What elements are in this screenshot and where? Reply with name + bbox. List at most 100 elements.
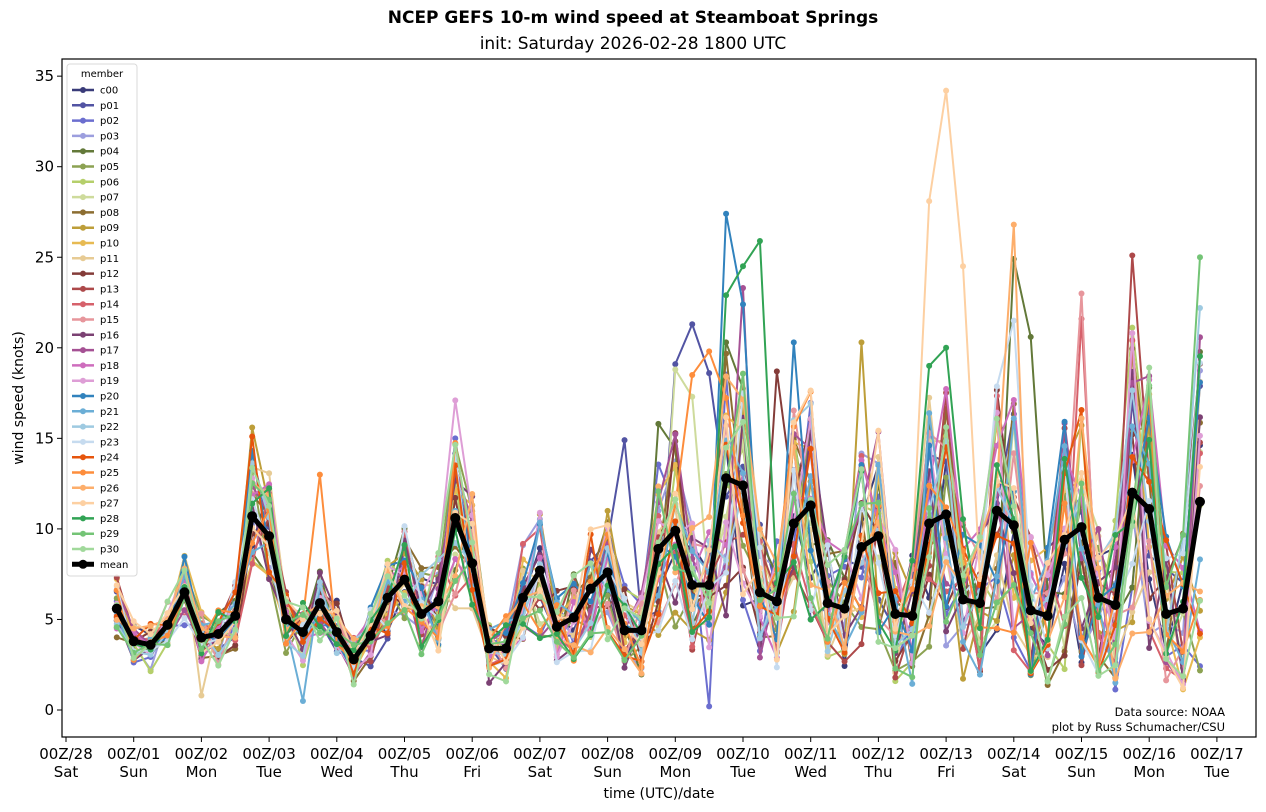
mean-point xyxy=(365,630,376,641)
data-point xyxy=(536,607,543,614)
data-point xyxy=(1078,653,1085,660)
data-point xyxy=(232,634,239,641)
data-point xyxy=(333,650,340,657)
data-point xyxy=(672,431,679,438)
data-point xyxy=(909,674,916,681)
data-point xyxy=(1196,556,1203,563)
chart-subtitle: init: Saturday 2026-02-28 1800 UTC xyxy=(479,34,787,54)
mean-point xyxy=(1127,487,1138,498)
data-point xyxy=(570,598,577,605)
legend-swatch-marker xyxy=(80,132,86,139)
data-point xyxy=(1078,480,1085,487)
data-point xyxy=(790,553,797,560)
legend-swatch-marker xyxy=(80,240,86,246)
legend-swatch-marker xyxy=(80,331,86,338)
data-point xyxy=(909,680,916,687)
mean-point xyxy=(534,565,545,576)
data-point xyxy=(723,210,730,217)
data-point xyxy=(283,649,290,656)
data-point xyxy=(926,505,933,512)
data-point xyxy=(316,615,323,622)
data-point xyxy=(1044,636,1051,643)
data-point xyxy=(452,494,459,501)
data-point xyxy=(993,625,1000,632)
x-tick-label: 00Z/02 xyxy=(175,745,229,763)
data-point xyxy=(740,512,746,519)
legend-label: c00 xyxy=(100,86,118,97)
data-point xyxy=(367,610,374,617)
data-point xyxy=(1027,620,1034,627)
data-point xyxy=(773,656,780,663)
data-point xyxy=(1095,613,1102,620)
mean-point xyxy=(467,558,478,569)
x-tick-label: 00Z/15 xyxy=(1055,745,1109,763)
data-point xyxy=(858,462,865,469)
y-axis: 0 5 10 15 20 25 30 35 xyxy=(35,67,62,719)
data-point xyxy=(198,692,205,699)
data-point xyxy=(1044,560,1051,567)
data-point xyxy=(181,567,188,574)
data-point xyxy=(875,559,882,566)
x-tick-sublabel: Wed xyxy=(794,763,827,781)
legend-item-p07: p07 xyxy=(72,193,119,204)
data-point xyxy=(655,592,662,599)
data-point xyxy=(604,636,611,643)
x-tick-label: 00Z/16 xyxy=(1122,745,1176,763)
data-point xyxy=(1095,526,1102,533)
data-point xyxy=(147,631,154,638)
data-point xyxy=(367,651,374,658)
data-point xyxy=(926,198,933,205)
mean-point xyxy=(856,542,867,553)
legend-swatch-marker xyxy=(80,255,86,262)
data-point xyxy=(976,652,983,659)
data-point xyxy=(807,558,814,565)
x-tick-sublabel: Mon xyxy=(659,763,691,781)
data-point xyxy=(1129,454,1136,461)
legend-item-p24: p24 xyxy=(72,453,119,464)
legend-swatch-marker xyxy=(80,515,86,522)
legend-label: mean xyxy=(100,560,128,571)
data-point xyxy=(706,644,713,651)
legend-item-p15: p15 xyxy=(72,315,119,326)
data-point xyxy=(333,641,340,648)
legend: member c00 p01 p02 p03 p04 p05 p06 p07 p08 p09 p10… xyxy=(66,63,138,577)
data-point xyxy=(1129,609,1136,616)
x-tick-sublabel: Tue xyxy=(729,763,756,781)
data-point xyxy=(841,579,848,586)
legend-swatch-marker xyxy=(80,316,86,323)
data-point xyxy=(1078,545,1085,552)
data-point xyxy=(1196,463,1203,470)
data-point xyxy=(113,582,120,589)
y-tick-label: 5 xyxy=(44,610,54,628)
data-point xyxy=(706,599,713,606)
data-point xyxy=(672,361,679,368)
mean-point xyxy=(839,603,850,614)
mean-point xyxy=(1025,605,1036,616)
data-point xyxy=(1163,537,1170,544)
data-point xyxy=(587,649,594,656)
data-point xyxy=(790,490,797,497)
data-point xyxy=(976,625,983,632)
x-tick-sublabel: Fri xyxy=(937,763,955,781)
data-point xyxy=(706,370,713,377)
data-point xyxy=(418,584,425,591)
data-point xyxy=(1027,539,1034,546)
data-point xyxy=(587,598,594,605)
mean-point xyxy=(754,587,765,598)
annotation-source: Data source: NOAA xyxy=(1115,705,1225,719)
legend-item-mean: mean xyxy=(72,559,128,571)
mean-point xyxy=(907,610,918,621)
data-point xyxy=(570,580,577,587)
x-tick-label: 00Z/08 xyxy=(581,745,635,763)
data-point xyxy=(960,263,967,270)
data-point xyxy=(452,590,459,597)
data-point xyxy=(672,518,679,525)
data-point xyxy=(1196,414,1203,421)
legend-item-p26: p26 xyxy=(72,483,119,494)
data-point xyxy=(503,618,510,625)
data-point xyxy=(723,444,730,451)
mean-point xyxy=(924,518,935,529)
data-point xyxy=(621,664,628,671)
data-point xyxy=(452,578,459,585)
